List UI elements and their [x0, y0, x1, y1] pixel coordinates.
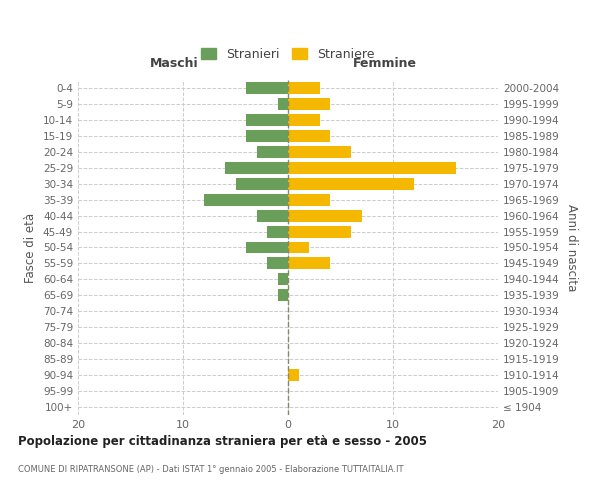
- Bar: [288, 130, 330, 142]
- Bar: [225, 162, 288, 173]
- Bar: [288, 114, 320, 126]
- Bar: [288, 258, 330, 270]
- Bar: [288, 146, 351, 158]
- Bar: [257, 146, 288, 158]
- Bar: [288, 369, 299, 381]
- Bar: [246, 242, 288, 254]
- Bar: [277, 274, 288, 285]
- Bar: [204, 194, 288, 205]
- Legend: Stranieri, Straniere: Stranieri, Straniere: [196, 42, 380, 66]
- Bar: [288, 226, 351, 237]
- Bar: [288, 178, 414, 190]
- Bar: [235, 178, 288, 190]
- Bar: [288, 82, 320, 94]
- Bar: [288, 162, 456, 173]
- Bar: [288, 98, 330, 110]
- Y-axis label: Fasce di età: Fasce di età: [25, 212, 37, 282]
- Bar: [288, 194, 330, 205]
- Text: COMUNE DI RIPATRANSONE (AP) - Dati ISTAT 1° gennaio 2005 - Elaborazione TUTTAITA: COMUNE DI RIPATRANSONE (AP) - Dati ISTAT…: [18, 465, 404, 474]
- Bar: [267, 226, 288, 237]
- Y-axis label: Anni di nascita: Anni di nascita: [565, 204, 578, 291]
- Bar: [246, 82, 288, 94]
- Bar: [277, 98, 288, 110]
- Bar: [288, 242, 309, 254]
- Bar: [257, 210, 288, 222]
- Text: Femmine: Femmine: [353, 57, 416, 70]
- Bar: [246, 114, 288, 126]
- Bar: [288, 210, 361, 222]
- Text: Maschi: Maschi: [150, 57, 199, 70]
- Bar: [277, 290, 288, 302]
- Text: Popolazione per cittadinanza straniera per età e sesso - 2005: Popolazione per cittadinanza straniera p…: [18, 435, 427, 448]
- Bar: [267, 258, 288, 270]
- Bar: [246, 130, 288, 142]
